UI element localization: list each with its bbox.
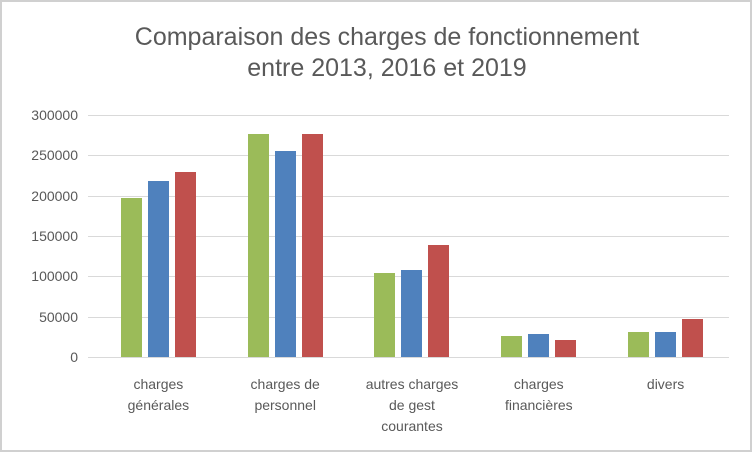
bar-2013 [374,273,396,357]
bar-2019 [555,340,577,357]
bar-2013 [120,198,142,357]
bar-2019 [682,319,704,357]
bar-group [475,115,602,357]
gridline [88,236,729,237]
y-axis-tick-label: 150000 [31,228,78,244]
category-label: charges de personnel [250,376,320,413]
bar-2016 [147,181,169,357]
bar-2016 [401,269,423,357]
bar-group [95,115,222,357]
y-axis-tick-label: 100000 [31,268,78,285]
y-axis-tick-label: 50000 [39,308,78,325]
bar-group [602,115,729,357]
bar-group [222,115,349,357]
bar-2016 [528,333,550,357]
bar-group [349,115,476,357]
gridline [88,155,729,157]
chart-title: Comparaison des charges de fonctionnemen… [134,23,640,82]
y-axis-tick-label: 200000 [31,187,78,204]
bar-2016 [655,332,677,357]
category-label: divers [646,376,685,392]
gridline [88,115,729,116]
category-label: autres charges de gest courantes [365,376,459,434]
bar-2013 [247,133,269,357]
bar-2019 [174,172,196,357]
plot-area [88,115,729,358]
bar-2013 [628,332,650,357]
y-axis-tick-label: 0 [70,349,78,365]
y-axis-tick-label: 250000 [31,147,78,164]
y-axis-tick-label: 300000 [31,107,78,123]
bar-2019 [301,133,323,357]
bar-2016 [274,151,296,357]
bar-2013 [501,336,523,357]
gridline [88,195,729,197]
category-label: charges financières [504,376,573,413]
bar-2019 [428,244,450,357]
category-label: charges générales [127,376,190,413]
gridline [88,357,729,358]
